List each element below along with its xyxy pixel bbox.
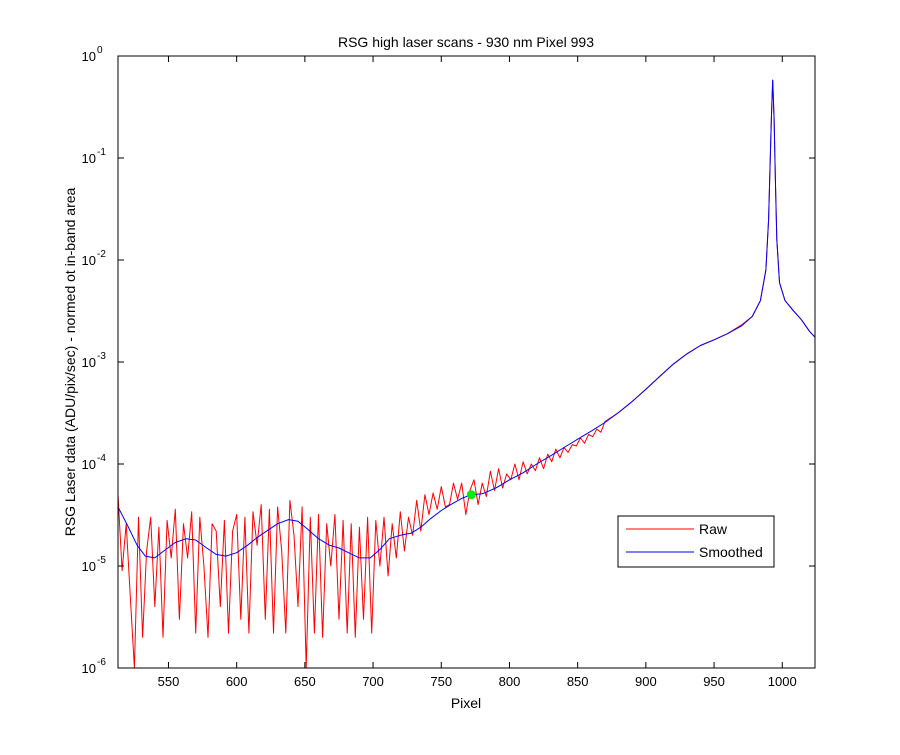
series-layer (117, 79, 816, 669)
highlight-marker (466, 490, 476, 500)
x-tick-label: 800 (499, 674, 521, 689)
y-tick-label: 10 (82, 355, 96, 370)
x-tick-label: 750 (430, 674, 452, 689)
y-tick-exponent: -5 (97, 555, 106, 566)
x-axis-label: Pixel (451, 695, 481, 711)
x-axis-ticks: 550 600 650 700 750 800 850 900 950 1000 (158, 56, 797, 689)
y-tick-label: 10 (82, 457, 96, 472)
y-tick-label: 10 (82, 151, 96, 166)
y-tick-label: 10 (82, 661, 96, 676)
legend-label-raw: Raw (699, 521, 728, 537)
x-tick-label: 1000 (768, 674, 797, 689)
y-axis-label: RSG Laser data (ADU/pix/sec) - normed ot… (62, 187, 78, 536)
x-tick-label: 650 (294, 674, 316, 689)
x-tick-label: 600 (226, 674, 248, 689)
legend-box (617, 515, 775, 568)
legend-label-smoothed: Smoothed (699, 544, 763, 560)
y-tick-label: 10 (82, 49, 96, 64)
x-tick-label: 950 (703, 674, 725, 689)
series-line-smoothed (117, 79, 816, 559)
y-tick-exponent: -6 (97, 657, 106, 668)
x-tick-label: 850 (567, 674, 589, 689)
y-tick-exponent: -3 (97, 351, 106, 362)
legend: Raw Smoothed (617, 515, 775, 568)
chart-title: RSG high laser scans - 930 nm Pixel 993 (338, 34, 594, 50)
y-tick-exponent: 0 (97, 45, 103, 56)
x-tick-label: 550 (158, 674, 180, 689)
x-tick-label: 900 (635, 674, 657, 689)
y-tick-label: 10 (82, 253, 96, 268)
y-tick-exponent: -4 (97, 453, 106, 464)
y-tick-label: 10 (82, 559, 96, 574)
plot-area (118, 56, 815, 668)
y-tick-exponent: -2 (97, 249, 106, 260)
x-tick-label: 700 (362, 674, 384, 689)
y-tick-exponent: -1 (97, 147, 106, 158)
marker-layer (466, 490, 476, 500)
